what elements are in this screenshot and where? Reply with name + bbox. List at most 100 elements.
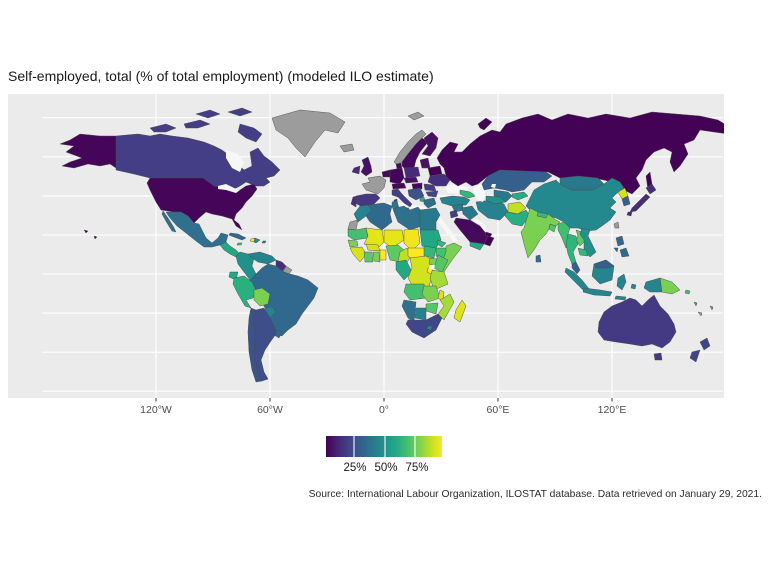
country-burkina-faso xyxy=(365,243,381,252)
country-baltic-states xyxy=(419,157,431,169)
plot-title: Self-employed, total (% of total employm… xyxy=(8,68,434,84)
country-uk xyxy=(360,156,373,177)
lake-victoria xyxy=(429,265,435,270)
country-iraq xyxy=(461,205,479,221)
country-gabon-congo xyxy=(395,259,413,281)
country-jordan-israel xyxy=(449,209,459,219)
country-indonesia-west-papua xyxy=(643,277,663,293)
country-poland xyxy=(403,166,421,179)
country-nepal xyxy=(536,211,549,219)
country-puerto-rico xyxy=(261,240,267,244)
country-greenland xyxy=(271,109,346,158)
country-usa-hawaii xyxy=(83,229,98,240)
country-caucasus xyxy=(459,189,477,199)
legend-label-50: 50% xyxy=(374,462,397,474)
country-bolivia xyxy=(253,287,271,307)
country-peru xyxy=(232,275,257,309)
country-canada-baffin-island xyxy=(237,123,263,143)
x-tick-label-120e: 120°E xyxy=(598,404,627,416)
country-usa-alaska xyxy=(59,133,117,169)
country-canada-ellesmere xyxy=(195,107,253,119)
country-new-caledonia xyxy=(697,311,703,317)
country-angola xyxy=(403,283,427,301)
country-australia-tasmania xyxy=(653,352,663,361)
country-bulgaria xyxy=(425,190,439,198)
country-cuba xyxy=(228,232,247,241)
country-bangladesh xyxy=(548,223,557,233)
country-russia-novaya-zemlya xyxy=(477,117,493,131)
country-fiji xyxy=(709,305,714,311)
country-mexico xyxy=(165,211,229,248)
country-australia xyxy=(597,294,677,349)
country-india xyxy=(520,207,561,259)
country-chad xyxy=(403,228,421,252)
country-venezuela xyxy=(247,251,277,265)
country-iceland xyxy=(339,143,355,153)
country-papua-new-guinea xyxy=(659,277,681,295)
country-sudan xyxy=(419,229,442,249)
x-axis: 120°W 60°W 0° 60°E 120°E xyxy=(140,398,626,416)
country-mauritania xyxy=(347,227,369,241)
country-turkey xyxy=(439,195,471,207)
country-indonesia-sulawesi xyxy=(616,273,627,291)
hudson-bay xyxy=(226,150,244,172)
x-tick-label-60e: 60°E xyxy=(487,404,510,416)
country-malaysia-borneo xyxy=(593,259,615,269)
country-somalia xyxy=(441,242,463,273)
country-japan xyxy=(626,183,657,217)
country-niger xyxy=(383,229,405,249)
country-belarus xyxy=(427,165,443,177)
country-ivory-coast xyxy=(363,251,374,263)
country-zambia xyxy=(421,285,441,303)
legend-label-75: 75% xyxy=(405,462,428,474)
legend-colorbar: 25% 50% 75% xyxy=(326,436,442,474)
country-taiwan xyxy=(613,221,620,229)
country-madagascar xyxy=(453,299,467,323)
country-belgium-netherlands xyxy=(381,169,391,178)
country-tanzania xyxy=(429,269,449,291)
country-south-sudan xyxy=(423,245,437,259)
country-ukraine xyxy=(427,173,451,187)
country-mongolia xyxy=(559,175,605,191)
country-eritrea xyxy=(436,239,447,248)
red-sea xyxy=(438,216,458,243)
country-yemen xyxy=(469,241,485,251)
country-sri-lanka xyxy=(535,254,542,263)
country-new-zealand xyxy=(689,337,711,363)
country-czech-slovakia xyxy=(403,176,419,184)
persian-gulf xyxy=(473,218,488,232)
country-uzbekistan xyxy=(493,189,513,203)
aral-sea xyxy=(491,184,496,188)
country-mozambique xyxy=(437,293,455,321)
country-svalbard xyxy=(407,111,425,121)
source-caption: Source: International Labour Organizatio… xyxy=(309,489,762,500)
country-canada-arctic-islands xyxy=(183,119,211,129)
country-finland xyxy=(421,131,439,157)
lakes xyxy=(218,150,496,270)
country-lesotho xyxy=(426,325,433,331)
country-brazil xyxy=(249,263,319,337)
country-senegal xyxy=(347,239,359,248)
country-togo-benin xyxy=(379,249,387,261)
country-oman xyxy=(483,235,495,247)
country-ireland xyxy=(351,165,361,175)
country-ghana xyxy=(372,251,381,263)
x-tick-label-60w: 60°W xyxy=(257,404,283,416)
country-romania xyxy=(423,183,437,192)
country-solomon-islands xyxy=(684,289,691,295)
country-indonesia-java xyxy=(582,287,613,297)
country-vanuatu xyxy=(693,301,698,307)
panel-gridlines xyxy=(42,94,723,398)
country-dominican-republic xyxy=(253,237,261,244)
country-guyana-suriname xyxy=(275,259,287,273)
country-kazakhstan xyxy=(481,169,553,193)
country-kyrgyzstan-tajikistan xyxy=(511,191,529,201)
legend-gradient-bar xyxy=(326,436,442,457)
country-portugal xyxy=(350,195,358,208)
country-guinea-cluster xyxy=(349,246,367,263)
country-france xyxy=(361,175,387,195)
caspian-sea xyxy=(473,184,485,202)
country-malaysia-peninsula xyxy=(571,261,581,275)
x-tick-label-0: 0° xyxy=(379,404,389,416)
